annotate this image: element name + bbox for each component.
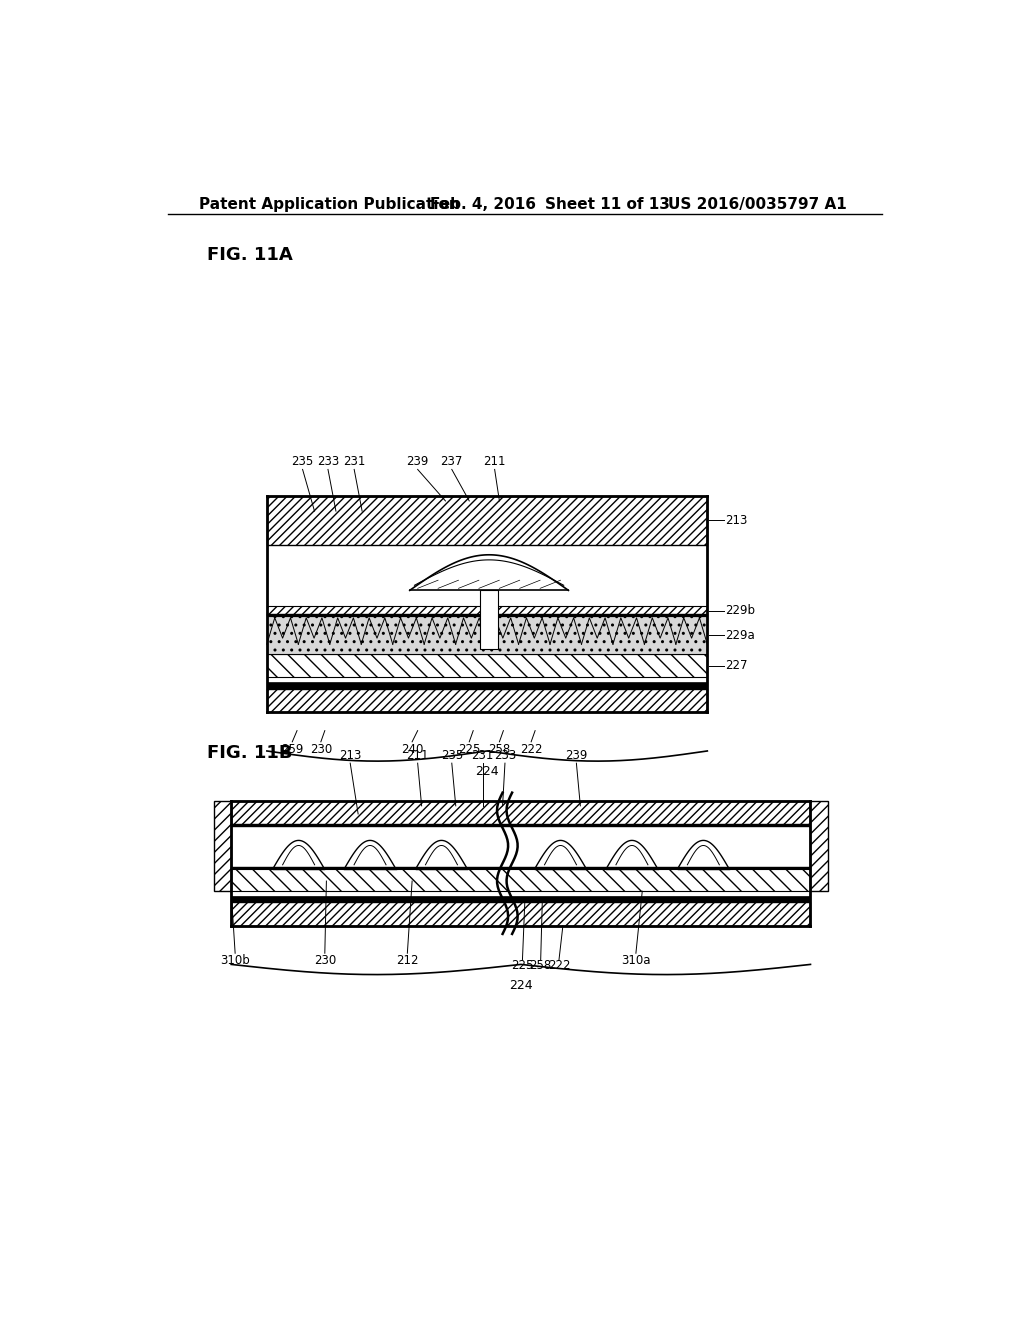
Bar [480,590,498,649]
Text: 230: 230 [313,954,336,968]
Bar [231,891,811,896]
Text: 259: 259 [281,743,303,756]
Bar [231,867,811,869]
Text: Sheet 11 of 13: Sheet 11 of 13 [545,197,670,211]
Bar [231,903,811,925]
Text: FIG. 11B: FIG. 11B [207,744,293,762]
Text: 239: 239 [565,750,588,762]
Bar [267,615,708,655]
Text: 233: 233 [494,750,516,762]
Text: 227: 227 [726,659,749,672]
Text: Patent Application Publication: Patent Application Publication [200,197,460,211]
Text: 224: 224 [509,978,532,991]
Text: FIG. 11A: FIG. 11A [207,246,293,264]
Bar [267,614,708,615]
Text: 237: 237 [440,455,463,469]
Text: 222: 222 [520,743,543,756]
Text: 229a: 229a [726,628,756,642]
Bar [267,606,708,615]
Text: 240: 240 [401,743,423,756]
Text: 222: 222 [548,960,570,973]
Bar [267,689,708,713]
Bar [214,801,231,891]
Text: 231: 231 [471,750,494,762]
Text: 239: 239 [407,455,429,469]
Bar [231,869,811,891]
Text: 258: 258 [488,743,511,756]
Text: 212: 212 [396,954,419,968]
Text: 211: 211 [407,750,429,762]
Text: 225: 225 [511,960,534,973]
Text: 229b: 229b [726,605,756,618]
Bar [267,677,708,682]
Text: 310b: 310b [220,954,250,968]
Bar [267,682,708,689]
Bar [231,824,811,826]
Text: 224: 224 [475,766,499,779]
Text: 225: 225 [458,743,480,756]
Bar [811,801,828,891]
Text: 211: 211 [483,455,506,469]
Text: 258: 258 [529,960,552,973]
Text: 233: 233 [316,455,339,469]
Bar [231,801,811,826]
Bar [267,496,708,545]
Text: US 2016/0035797 A1: US 2016/0035797 A1 [668,197,847,211]
Text: 230: 230 [309,743,332,756]
Text: 213: 213 [726,513,748,527]
Text: 231: 231 [343,455,366,469]
Bar [231,896,811,903]
Bar [267,655,708,677]
Text: 310a: 310a [622,954,650,968]
Text: 235: 235 [440,750,463,762]
Text: Feb. 4, 2016: Feb. 4, 2016 [430,197,536,211]
Text: 213: 213 [339,750,361,762]
Text: 235: 235 [292,455,313,469]
